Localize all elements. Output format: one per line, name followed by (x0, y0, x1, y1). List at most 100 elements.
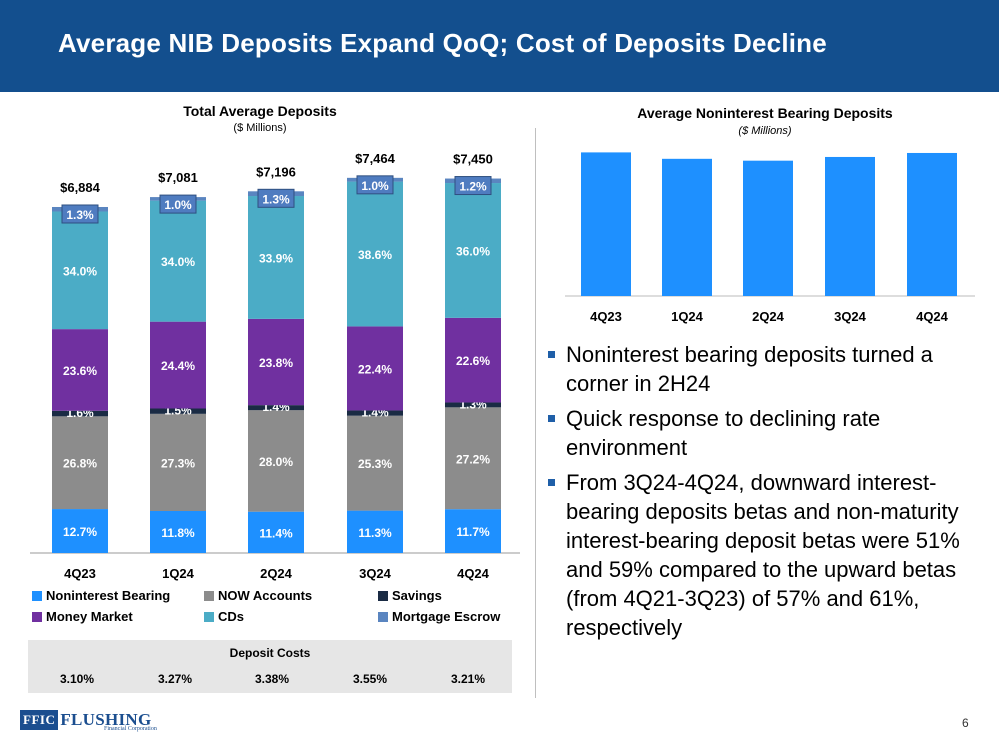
data-label-now-accounts-4q24: 27.2% (456, 452, 490, 466)
legend-item-money-market: Money Market (32, 609, 133, 624)
legend-label: Money Market (46, 609, 133, 624)
data-label-cds-4q24: 36.0% (456, 244, 490, 258)
legend-item-noninterest-bearing: Noninterest Bearing (32, 588, 170, 603)
bar-segment-money-market-1q24 (150, 321, 206, 409)
nib-x-tick-label-3q24: 3Q24 (834, 309, 867, 324)
bar-segment-now-accounts-3q24 (347, 415, 403, 511)
legend-swatch-cds (204, 611, 214, 622)
bar-segment-cds-3q24 (347, 181, 403, 327)
panel-divider (535, 128, 536, 698)
left-chart-subtitle: ($ Millions) (233, 122, 287, 134)
legend-item-now-accounts: NOW Accounts (204, 588, 312, 603)
nib-bar-1q24 (662, 158, 712, 296)
nib-bar-2q24 (743, 160, 793, 296)
bar-segment-savings-4q23 (52, 410, 108, 417)
escrow-label-box-3q24 (356, 175, 394, 195)
page-number: 6 (962, 716, 969, 730)
data-label-mortgage-escrow-2q24: 1.3% (262, 192, 290, 206)
bar-segment-savings-1q24 (150, 408, 206, 414)
data-label-cds-1q24: 34.0% (161, 255, 195, 269)
data-label-now-accounts-3q24: 25.3% (358, 457, 392, 471)
bar-segment-savings-4q24 (445, 402, 501, 408)
data-label-cds-4q23: 34.0% (63, 264, 97, 278)
data-label-money-market-2q24: 23.8% (259, 356, 293, 370)
bullet-text: Quick response to declining rate environ… (566, 406, 881, 460)
escrow-label-box-2q24 (257, 188, 295, 208)
deposit-cost-4q24: 3.21% (450, 672, 486, 686)
deposit-cost-3q24: 3.55% (352, 672, 388, 686)
bar-segment-noninterest-bearing-3q24 (347, 510, 403, 553)
total-label-2q24: $7,196 (256, 164, 296, 179)
legend-swatch-now-accounts (204, 590, 214, 601)
bar-segment-cds-4q23 (52, 211, 108, 330)
nib-bar-3q24 (825, 156, 875, 296)
data-label-mortgage-escrow-4q23: 1.3% (66, 208, 94, 222)
data-label-money-market-1q24: 24.4% (161, 359, 195, 373)
total-label-1q24: $7,081 (158, 170, 198, 185)
nib-x-tick-label-4q24: 4Q24 (916, 309, 949, 324)
bar-segment-cds-1q24 (150, 200, 206, 322)
bar-segment-money-market-3q24 (347, 326, 403, 411)
bullet-item: Noninterest bearing deposits turned a co… (548, 340, 978, 398)
nib-x-tick-label-1q24: 1Q24 (671, 309, 704, 324)
escrow-label-box-4q23 (61, 204, 99, 224)
logo-subtitle: Financial Corporation (104, 726, 157, 732)
right-chart-subtitle-text: ($ Millions) (738, 125, 792, 137)
escrow-label-box-4q24 (454, 176, 492, 196)
deposit-cost-1q24: 3.27% (157, 672, 193, 686)
escrow-label-box-1q24 (159, 194, 197, 214)
deposit-cost-2q24: 3.38% (254, 672, 290, 686)
legend-swatch-savings (378, 590, 388, 601)
title-bar: Average NIB Deposits Expand QoQ; Cost of… (0, 0, 999, 92)
total-label-4q24: $7,450 (453, 152, 493, 167)
legend-item-savings: Savings (378, 588, 442, 603)
data-label-now-accounts-4q23: 26.8% (63, 457, 97, 471)
data-label-noninterest-bearing-1q24: 11.8% (161, 526, 195, 540)
data-label-noninterest-bearing-2q24: 11.4% (259, 526, 293, 540)
x-tick-label-3q24: 3Q24 (359, 566, 392, 581)
data-label-noninterest-bearing-3q24: 11.3% (358, 526, 392, 540)
legend-label: Mortgage Escrow (392, 609, 501, 624)
bar-segment-cds-2q24 (248, 196, 304, 319)
total-label-3q24: $7,464 (355, 151, 396, 166)
logo-name: FLUSHING (60, 710, 152, 729)
slide-title: Average NIB Deposits Expand QoQ; Cost of… (58, 28, 827, 58)
bar-segment-noninterest-bearing-1q24 (150, 511, 206, 553)
legend-item-cds: CDs (204, 609, 244, 624)
nib-x-tick-label-2q24: 2Q24 (752, 309, 785, 324)
legend-swatch-noninterest-bearing (32, 590, 42, 601)
flushing-logo: FFIC FLUSHING Financial Corporation (20, 708, 157, 732)
data-label-now-accounts-1q24: 27.3% (161, 456, 195, 470)
bar-segment-money-market-4q23 (52, 329, 108, 411)
data-label-cds-3q24: 38.6% (358, 248, 392, 262)
bar-segment-now-accounts-1q24 (150, 413, 206, 512)
bar-segment-savings-3q24 (347, 410, 403, 416)
bar-segment-savings-2q24 (248, 405, 304, 411)
nib-x-tick-label-4q23: 4Q23 (590, 309, 622, 324)
deposit-costs-panel: Deposit Costs 3.10% 3.27% 3.38% 3.55% 3.… (28, 640, 512, 693)
bullet-marker (548, 415, 555, 422)
average-nib-deposits-chart: $873.34Q23$834.21Q24$822.92Q24$845.53Q24… (565, 152, 975, 324)
bullet-marker (548, 479, 555, 486)
bar-segment-noninterest-bearing-4q24 (445, 509, 501, 553)
bar-segment-money-market-2q24 (248, 318, 304, 406)
data-label-cds-2q24: 33.9% (259, 251, 293, 265)
nib-bar-4q24 (907, 152, 957, 296)
bullet-text: From 3Q24-4Q24, downward interest-bearin… (566, 470, 960, 640)
legend-item-mortgage-escrow: Mortgage Escrow (378, 609, 500, 624)
data-label-mortgage-escrow-3q24: 1.0% (361, 179, 389, 193)
bar-segment-cds-4q24 (445, 183, 501, 318)
x-tick-label-4q23: 4Q23 (64, 566, 96, 581)
legend-label: NOW Accounts (218, 588, 313, 603)
legend-label: CDs (218, 609, 245, 624)
deposit-cost-4q23: 3.10% (59, 672, 95, 686)
x-tick-label-4q24: 4Q24 (457, 566, 490, 581)
bullet-marker (548, 351, 555, 358)
data-label-now-accounts-2q24: 28.0% (259, 455, 293, 469)
data-label-mortgage-escrow-4q24: 1.2% (459, 180, 487, 194)
data-label-noninterest-bearing-4q23: 12.7% (63, 525, 97, 539)
bar-segment-noninterest-bearing-2q24 (248, 511, 304, 553)
bar-segment-noninterest-bearing-4q23 (52, 509, 108, 553)
legend-swatch-mortgage-escrow (378, 611, 388, 622)
bar-segment-now-accounts-4q24 (445, 407, 501, 510)
